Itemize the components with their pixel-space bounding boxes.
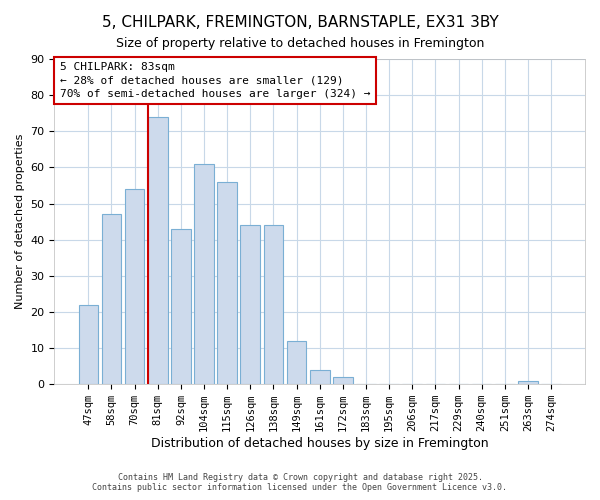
Bar (310, 370, 329, 384)
Bar (333, 377, 353, 384)
Bar (287, 341, 307, 384)
Bar (518, 380, 538, 384)
Text: 5, CHILPARK, FREMINGTON, BARNSTAPLE, EX31 3BY: 5, CHILPARK, FREMINGTON, BARNSTAPLE, EX3… (101, 15, 499, 30)
Y-axis label: Number of detached properties: Number of detached properties (15, 134, 25, 310)
Bar (217, 182, 237, 384)
Bar (79, 304, 98, 384)
Text: Size of property relative to detached houses in Fremington: Size of property relative to detached ho… (116, 38, 484, 51)
Bar (125, 189, 145, 384)
Bar (148, 117, 167, 384)
X-axis label: Distribution of detached houses by size in Fremington: Distribution of detached houses by size … (151, 437, 488, 450)
Text: 5 CHILPARK: 83sqm
← 28% of detached houses are smaller (129)
70% of semi-detache: 5 CHILPARK: 83sqm ← 28% of detached hous… (60, 62, 370, 98)
Bar (171, 229, 191, 384)
Bar (194, 164, 214, 384)
Bar (263, 225, 283, 384)
Bar (101, 214, 121, 384)
Bar (241, 225, 260, 384)
Text: Contains HM Land Registry data © Crown copyright and database right 2025.
Contai: Contains HM Land Registry data © Crown c… (92, 473, 508, 492)
